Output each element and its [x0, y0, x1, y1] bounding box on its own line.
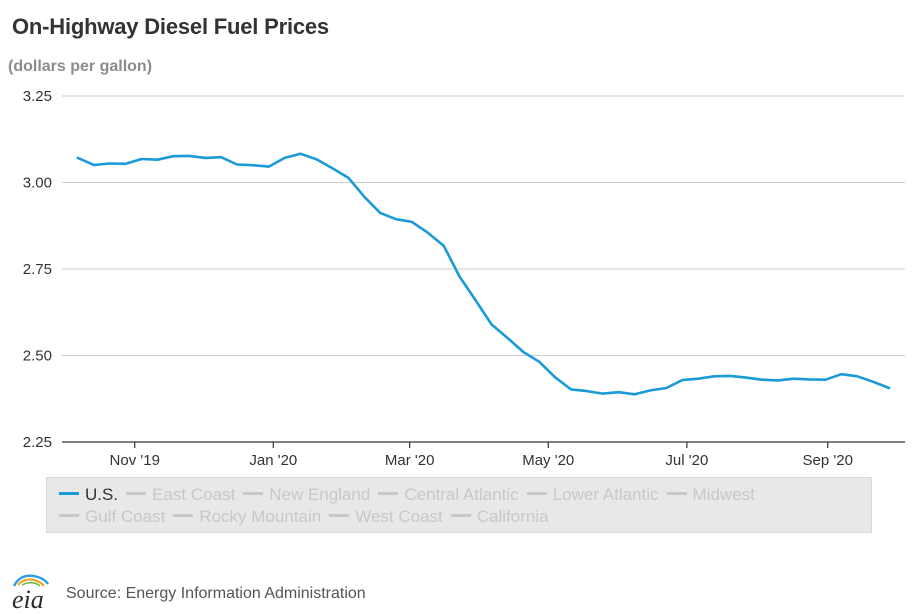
y-tick-label: 2.50	[23, 348, 52, 365]
x-tick-label: Jan '20	[249, 452, 297, 469]
legend-item[interactable]: Gulf Coast	[59, 506, 165, 528]
x-tick-label: Jul '20	[665, 452, 708, 469]
eia-logo-icon: eia	[12, 574, 49, 612]
legend-swatch	[59, 492, 79, 496]
legend-label: U.S.	[85, 485, 119, 504]
legend-item[interactable]: California	[450, 506, 549, 528]
line-chart: 2.25 2.50 2.75 3.00 3.25 Nov '19 Jan '20 Mar '2…	[23, 88, 905, 469]
legend-label: California	[476, 507, 549, 526]
legend-item[interactable]: Lower Atlantic	[526, 484, 659, 506]
legend-swatch	[243, 492, 264, 496]
legend-label: Rocky Mountain	[199, 507, 322, 526]
legend-item[interactable]: East Coast	[126, 484, 235, 506]
legend-label: New England	[269, 485, 371, 504]
x-tick-label: May '20	[522, 452, 574, 469]
legend-item[interactable]: West Coast	[329, 506, 443, 528]
chart-legend: U.S. East Coast New England Central Atlanti…	[46, 477, 872, 533]
legend-swatch	[173, 514, 194, 518]
legend-item[interactable]: Rocky Mountain	[173, 506, 321, 528]
source-note: Source: Energy Information Administratio…	[66, 585, 366, 602]
legend-swatch	[329, 514, 350, 518]
legend-label: East Coast	[152, 485, 236, 504]
legend-label: Central Atlantic	[404, 485, 519, 504]
legend-label: Midwest	[692, 485, 755, 504]
series-line-us	[76, 152, 891, 396]
legend-label: Gulf Coast	[85, 507, 166, 526]
y-tick-label: 2.75	[23, 261, 52, 278]
y-axis-unit-label: (dollars per gallon)	[8, 58, 153, 75]
legend-swatch	[378, 492, 399, 496]
y-tick-label: 3.25	[23, 88, 52, 105]
x-tick-label: Sep '20	[803, 452, 853, 469]
y-tick-label: 2.25	[23, 434, 52, 451]
x-tick-label: Nov '19	[110, 452, 160, 469]
legend-swatch	[59, 514, 79, 518]
eia-logo-text: eia	[12, 585, 44, 612]
legend-item[interactable]: New England	[243, 484, 370, 506]
legend-swatch	[450, 514, 471, 518]
legend-swatch	[666, 492, 687, 496]
legend-label: Lower Atlantic	[552, 485, 659, 504]
legend-label: West Coast	[355, 507, 443, 526]
x-tick-label: Mar '20	[385, 452, 435, 469]
legend-item[interactable]: Central Atlantic	[378, 484, 519, 506]
legend-swatch	[126, 492, 147, 496]
y-tick-label: 3.00	[23, 175, 52, 192]
legend-item[interactable]: Midwest	[666, 484, 755, 506]
chart-title: On-Highway Diesel Fuel Prices	[12, 14, 329, 39]
legend-swatch	[526, 492, 547, 496]
legend-item[interactable]: U.S.	[59, 484, 118, 506]
